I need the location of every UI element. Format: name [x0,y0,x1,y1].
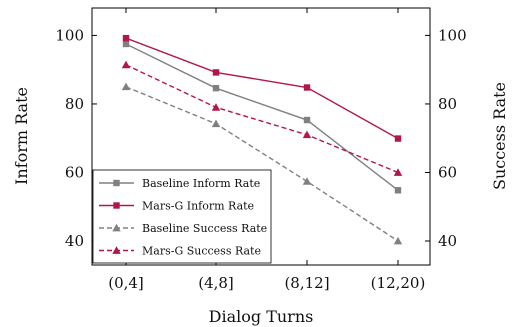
plot-frame [91,7,431,266]
legend-marker [113,179,120,187]
series-3 [121,82,403,245]
legend-label: Baseline Success Rate [142,222,267,235]
data-point [393,236,403,245]
data-point [211,103,221,111]
data-point [394,187,402,194]
y-tick-label-left: 40 [65,232,84,250]
data-point [302,130,312,139]
y-tick-label-right: 60 [438,163,457,181]
y-tick-label-right: 100 [438,26,467,44]
x-tick-label: (0,4] [108,274,144,292]
data-point [211,119,221,128]
series-line [125,37,399,140]
x-tick-label: (8,12] [284,274,329,292]
legend-marker [113,202,120,209]
legend-label: Mars-G Inform Rate [142,200,254,213]
legend-box [92,169,272,264]
legend-label: Mars-G Success Rate [142,245,261,258]
series-line [125,64,399,174]
x-tick-label: (12,20) [371,274,426,292]
data-point [303,116,311,124]
data-point [122,34,130,42]
data-point [121,82,131,91]
legend-label: Baseline Inform Rate [142,177,260,190]
y-tick-label-left: 100 [55,26,84,44]
data-point [212,84,220,92]
y-tick-label-left: 80 [65,95,84,113]
series-2 [122,34,402,142]
legend: Baseline Inform Rate Mars-G Inform Rate Ba… [92,169,272,264]
x-tick-label: (4,8] [198,274,234,292]
x-axis-title: Dialog Turns [209,307,314,326]
y-tick-label-left: 60 [65,163,84,181]
legend-marker [112,223,121,232]
series-line [125,86,399,242]
data-point [121,60,131,69]
data-point [212,69,220,76]
series-line [125,43,399,191]
y-tick-label-right: 80 [438,95,457,113]
series-4 [121,60,403,176]
data-point [302,177,312,185]
y-axis-title-right: Success Rate [490,82,509,190]
data-point [303,84,311,91]
y-tick-label-right: 40 [438,232,457,250]
y-axis-title-left: Inform Rate [12,87,31,185]
data-point [394,135,402,142]
data-point [122,40,130,48]
legend-marker [112,246,121,254]
series-1 [122,40,402,194]
data-point [393,168,403,176]
